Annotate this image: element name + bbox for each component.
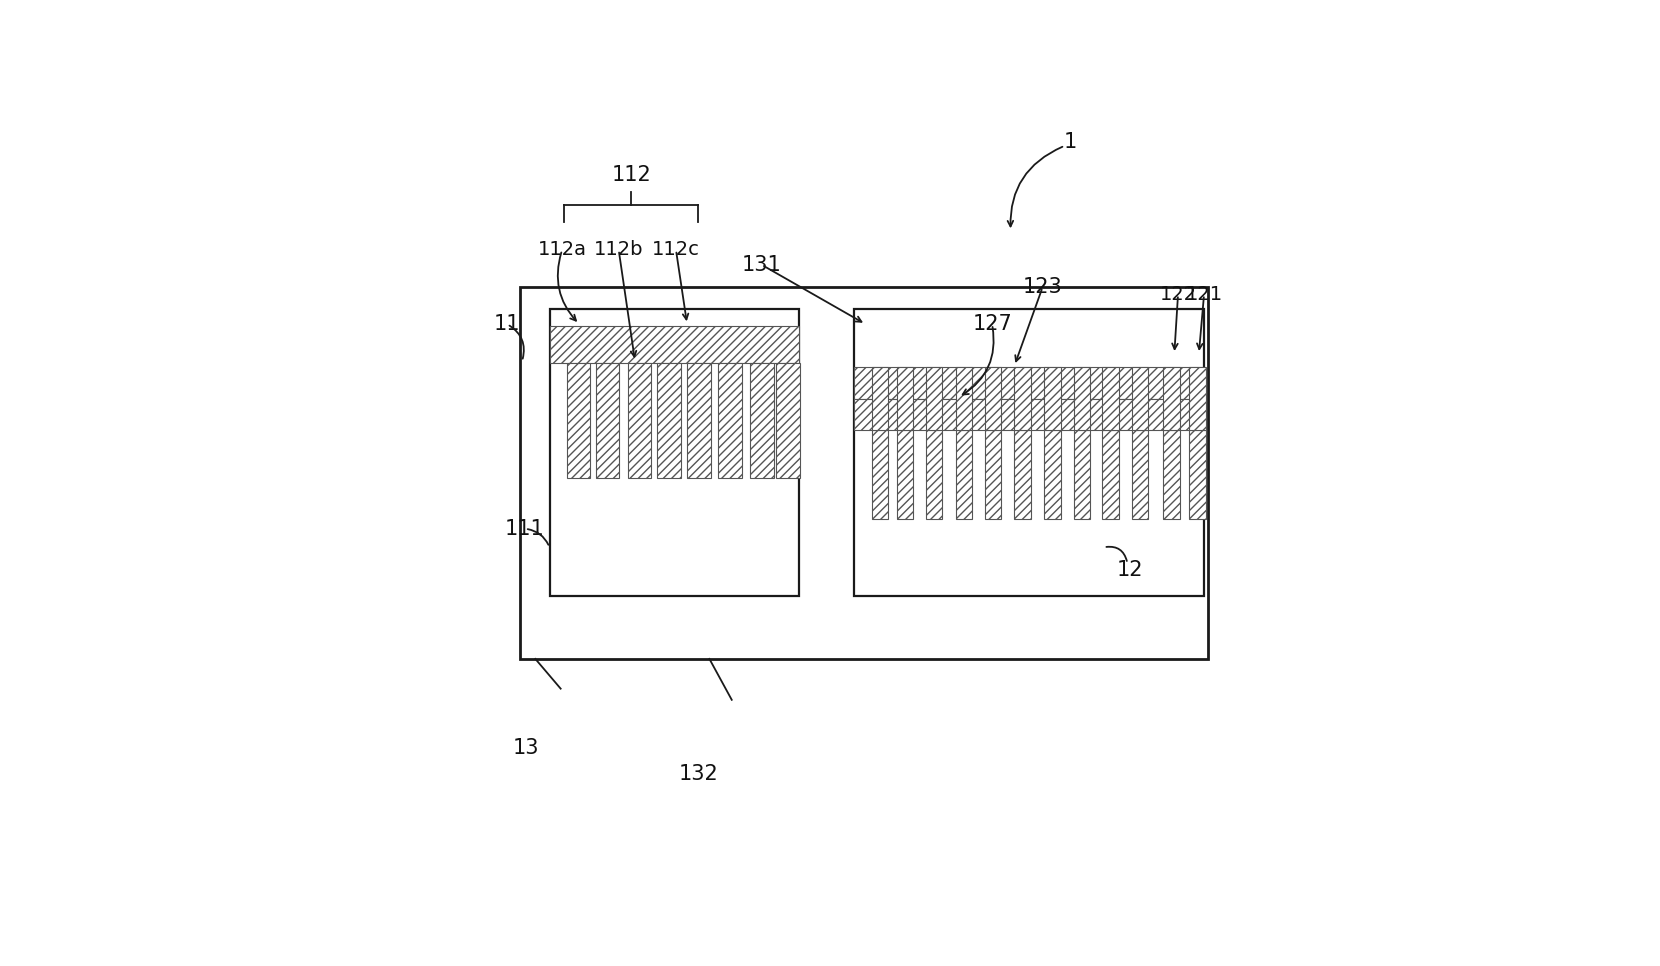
Bar bbox=[984, 367, 1001, 430]
Bar bbox=[984, 430, 1001, 519]
Bar bbox=[750, 363, 774, 478]
Bar bbox=[596, 363, 619, 478]
Bar bbox=[1189, 430, 1205, 519]
Bar bbox=[1132, 430, 1149, 519]
Bar bbox=[956, 367, 973, 430]
Text: 1: 1 bbox=[1064, 132, 1077, 152]
Text: 122: 122 bbox=[1159, 285, 1197, 304]
Bar bbox=[896, 367, 913, 430]
Text: 112a: 112a bbox=[538, 241, 586, 259]
Bar bbox=[1164, 367, 1180, 430]
Bar bbox=[1102, 367, 1119, 430]
Bar bbox=[777, 363, 800, 478]
Bar bbox=[520, 287, 1208, 659]
Bar bbox=[1102, 430, 1119, 519]
Bar bbox=[1189, 367, 1205, 430]
Bar bbox=[1164, 430, 1180, 519]
Text: 132: 132 bbox=[679, 764, 719, 784]
Bar bbox=[1014, 367, 1031, 430]
Text: 121: 121 bbox=[1185, 285, 1223, 304]
Bar bbox=[855, 309, 1204, 596]
Bar bbox=[926, 367, 943, 430]
Bar bbox=[926, 430, 943, 519]
Text: 123: 123 bbox=[1023, 277, 1062, 297]
Bar bbox=[872, 430, 888, 519]
Bar bbox=[1044, 367, 1061, 430]
Bar bbox=[1074, 367, 1091, 430]
Text: 112c: 112c bbox=[652, 241, 701, 259]
Bar bbox=[855, 367, 1204, 399]
Bar bbox=[719, 363, 742, 478]
Bar bbox=[549, 326, 798, 363]
Text: 112b: 112b bbox=[594, 241, 644, 259]
Bar bbox=[1074, 430, 1091, 519]
Bar bbox=[549, 309, 798, 596]
Text: 13: 13 bbox=[513, 738, 540, 758]
Text: 131: 131 bbox=[742, 255, 782, 274]
Text: 112: 112 bbox=[611, 165, 651, 185]
Text: 111: 111 bbox=[505, 519, 544, 539]
Text: 127: 127 bbox=[973, 314, 1013, 334]
Bar bbox=[1044, 430, 1061, 519]
Bar bbox=[657, 363, 681, 478]
Bar bbox=[896, 430, 913, 519]
Bar bbox=[1014, 430, 1031, 519]
Text: 12: 12 bbox=[1117, 559, 1144, 580]
Bar bbox=[872, 367, 888, 430]
Bar bbox=[687, 363, 710, 478]
Bar bbox=[1132, 367, 1149, 430]
Text: 11: 11 bbox=[495, 314, 520, 334]
Bar bbox=[627, 363, 651, 478]
Bar bbox=[956, 430, 973, 519]
Bar bbox=[855, 399, 1204, 430]
Bar bbox=[566, 363, 591, 478]
